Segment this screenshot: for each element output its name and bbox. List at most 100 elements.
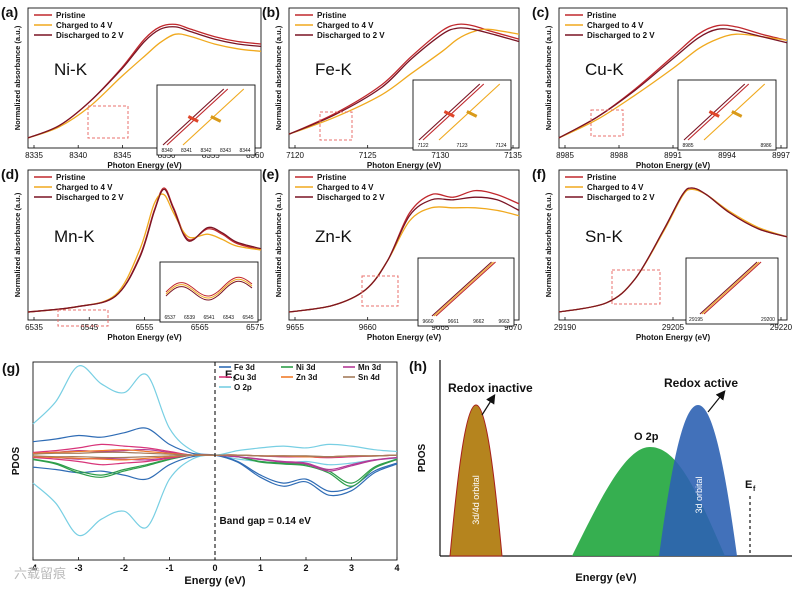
x-tick-label: -1 (165, 563, 173, 573)
x-axis-label: Photon Energy (eV) (636, 161, 711, 170)
legend-label: Pristine (56, 11, 86, 20)
inset-line (699, 261, 758, 315)
y-axis-label: Normalized absorbance (a.u.) (13, 192, 22, 297)
legend-label: Discharged to 2 V (587, 31, 655, 40)
orbital-left-label: 3d/4d orbital (471, 475, 481, 525)
inset-frame (156, 84, 256, 156)
x-tick-label: 7130 (431, 151, 449, 160)
zoom-region (319, 111, 353, 141)
y-axis-label: Normalized absorbance (a.u.) (274, 25, 283, 130)
x-tick-label: 8355 (202, 151, 220, 160)
legend-label: Fe 3d (234, 363, 255, 372)
series-line-charged-to-4-v (558, 33, 788, 139)
xas-panel-ni-k: (a) Normalized absorbance (a.u.) Photon En… (1, 4, 264, 170)
legend-label: Charged to 4 V (587, 21, 644, 30)
inset-tick-label: 6545 (242, 315, 253, 321)
x-tick-label: 29220 (770, 323, 793, 332)
inset-arrow (466, 110, 478, 118)
x-tick-label: 8335 (25, 151, 43, 160)
inset-tick-label: 8344 (239, 148, 250, 154)
legend-label: Discharged to 2 V (317, 31, 385, 40)
legend-label: Discharged to 2 V (56, 193, 124, 202)
x-tick-label: 6565 (191, 323, 209, 332)
inset-tick-label: 7124 (495, 143, 506, 149)
x-tick-label: 2 (303, 563, 308, 573)
x-tick-label: 0 (212, 563, 217, 573)
legend-label: Discharged to 2 V (56, 31, 124, 40)
y-axis-label: Normalized absorbance (a.u.) (544, 192, 553, 297)
inset-tick-label: 7123 (456, 143, 467, 149)
inset-tick-label: 8341 (181, 148, 192, 154)
plot-frame (288, 7, 520, 149)
x-tick-label: 9655 (286, 323, 304, 332)
x-tick-label: 8345 (114, 151, 132, 160)
panel-tag: (h) (409, 358, 427, 374)
x-tick-label: 6575 (246, 323, 264, 332)
xas-panel-sn-k: (f) Normalized absorbance (a.u.) Photon En… (532, 166, 793, 342)
x-tick-label: 4 (394, 563, 399, 573)
x-tick-label: 3 (349, 563, 354, 573)
inset-line (435, 261, 496, 317)
x-axis-label: Photon Energy (eV) (107, 161, 182, 170)
panel-tag: (b) (262, 4, 280, 20)
inset-tick-label: 7122 (417, 143, 428, 149)
x-tick-label: 29190 (554, 323, 577, 332)
element-label: Zn-K (315, 227, 353, 246)
inset-tick-label: 9662 (473, 319, 484, 325)
legend-label: Pristine (56, 173, 86, 182)
inset-line (165, 278, 253, 299)
legend-label: Mn 3d (358, 363, 381, 372)
x-axis-label: Photon Energy (eV) (107, 333, 182, 342)
xas-panel-cu-k: (c) Normalized absorbance (a.u.) Photon En… (532, 4, 790, 170)
x-tick-label: -4 (29, 563, 37, 573)
legend-label: Charged to 4 V (317, 21, 374, 30)
redox-active-label: Redox active (664, 376, 738, 390)
series-line-charged-to-4-v (27, 33, 262, 139)
legend-label: Pristine (587, 11, 617, 20)
panel-tag: (a) (1, 4, 18, 20)
fermi-sub: f (233, 376, 236, 383)
element-label: Sn-K (585, 227, 623, 246)
x-tick-label: 29205 (662, 323, 685, 332)
x-tick-label: 7135 (504, 151, 522, 160)
inset-arrow (708, 110, 720, 118)
inset-line (165, 276, 253, 297)
inset-tick-label: 29200 (761, 317, 775, 323)
x-tick-label: 8991 (664, 151, 682, 160)
inset-line (687, 83, 750, 141)
legend-label: Charged to 4 V (56, 183, 113, 192)
inset-line (162, 88, 225, 146)
xas-panel-mn-k: (d) Normalized absorbance (a.u.) Photon En… (1, 166, 264, 342)
panel-tag: (g) (2, 360, 20, 376)
plot-frame (288, 169, 520, 321)
o2p-label: O 2p (634, 431, 659, 443)
x-tick-label: 8360 (246, 151, 264, 160)
x-tick-label: 8997 (772, 151, 790, 160)
y-axis-label: PDOS (11, 447, 22, 476)
x-tick-label: -3 (74, 563, 82, 573)
x-tick-label: 8350 (158, 151, 176, 160)
x-tick-label: 9665 (431, 323, 449, 332)
inset-arrow (187, 115, 199, 123)
watermark: 六载留痕 (14, 566, 66, 581)
fermi-label: E (745, 479, 752, 491)
legend-label: Pristine (317, 173, 347, 182)
inset-line (166, 88, 229, 146)
x-tick-label: 9660 (359, 323, 377, 332)
legend-label: Sn 4d (358, 373, 380, 382)
zoom-region (611, 269, 661, 305)
inset-arrow (443, 110, 455, 118)
inset-arrow (731, 110, 743, 118)
x-axis-label: Photon Energy (eV) (367, 161, 442, 170)
fermi-sub: f (753, 486, 756, 493)
legend-label: O 2p (234, 383, 252, 392)
panel-h-schematic: (h) PDOS Energy (eV) 3d/4d orbital 3d orbita… (409, 358, 792, 584)
inset-frame (412, 79, 512, 151)
inset-tick-label: 6539 (184, 315, 195, 321)
xas-panel-fe-k: (b) Normalized absorbance (a.u.) Photon En… (262, 4, 522, 170)
inset-arrow (210, 115, 222, 123)
panel-tag: (f) (532, 166, 546, 182)
inset-frame (677, 79, 777, 151)
x-tick-label: 6555 (136, 323, 154, 332)
